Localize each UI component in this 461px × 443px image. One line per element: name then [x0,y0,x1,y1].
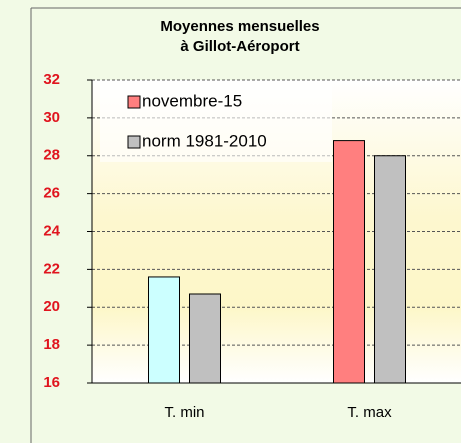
y-tick-label: 22 [43,260,60,277]
y-tick-label: 26 [43,185,60,202]
x-tick-label: T. min [164,404,204,421]
y-tick-label: 30 [43,109,60,126]
bar [189,293,221,384]
chart-title: Moyennes mensuelles [160,18,319,35]
y-tick-label: 24 [43,222,60,239]
y-tick-label: 16 [43,374,60,391]
y-tick-label: 32 [43,71,60,88]
y-tick-label: 18 [43,336,60,353]
x-tick-label: T. max [347,404,392,421]
legend-swatch [127,135,141,149]
bar [333,140,365,384]
bar [148,276,180,384]
legend-label: norm 1981-2010 [142,131,267,150]
y-tick-label: 20 [43,298,60,315]
chart-title: à Gillot-Aéroport [180,38,299,55]
bar [374,155,406,384]
y-tick-label: 28 [43,147,60,164]
legend-label: novembre-15 [142,91,242,110]
legend-swatch [127,95,141,109]
